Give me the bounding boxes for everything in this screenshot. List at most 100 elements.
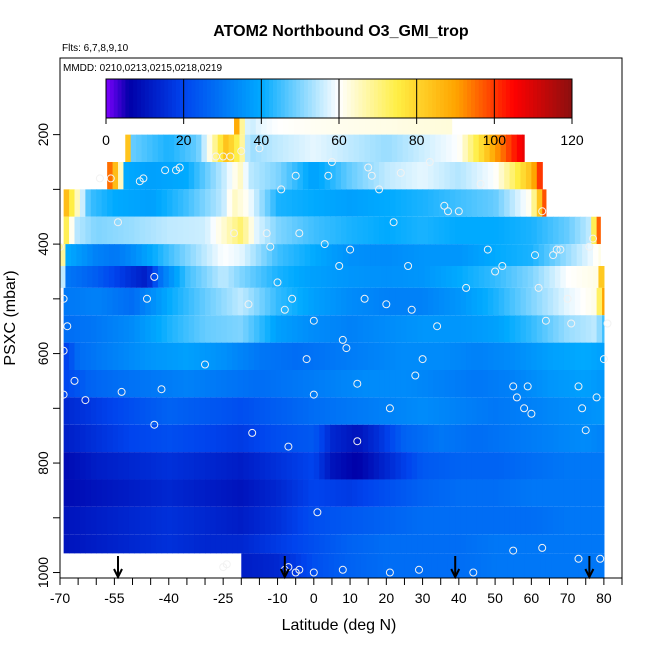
heat-cell bbox=[118, 534, 125, 554]
heat-cell bbox=[389, 506, 396, 535]
heat-cell bbox=[542, 424, 549, 453]
heat-cell bbox=[493, 216, 500, 245]
heat-cell bbox=[139, 506, 146, 535]
heat-cell bbox=[455, 424, 462, 453]
heat-cell bbox=[389, 534, 396, 554]
heat-cell bbox=[509, 342, 516, 370]
heat-cell bbox=[422, 506, 429, 535]
heat-cell bbox=[380, 134, 387, 162]
heat-cell bbox=[107, 315, 114, 343]
heat-cell bbox=[554, 266, 561, 288]
heat-cell bbox=[315, 134, 322, 162]
heat-cell bbox=[330, 424, 337, 453]
heat-cell bbox=[161, 506, 168, 535]
heat-cell bbox=[125, 266, 132, 288]
heat-cell bbox=[351, 452, 358, 480]
heat-cell bbox=[511, 244, 518, 266]
data-point bbox=[95, 174, 104, 183]
data-point bbox=[139, 174, 148, 183]
heat-cell bbox=[449, 479, 456, 507]
data-point bbox=[324, 171, 333, 180]
data-point bbox=[418, 355, 427, 364]
heat-cell bbox=[379, 479, 386, 507]
heat-cell bbox=[587, 266, 594, 288]
heat-cell bbox=[321, 134, 328, 162]
heat-cell bbox=[476, 370, 484, 398]
colorbar-segment bbox=[474, 79, 480, 118]
heat-cell bbox=[331, 266, 338, 288]
heat-cell bbox=[571, 266, 578, 288]
heat-cell bbox=[118, 315, 125, 343]
heat-cell bbox=[286, 534, 293, 554]
heat-cell bbox=[580, 287, 587, 316]
colorbar-segment bbox=[222, 79, 227, 118]
heat-cell bbox=[384, 216, 391, 245]
heat-cell bbox=[558, 287, 565, 316]
heat-cell bbox=[424, 266, 431, 288]
heat-cell bbox=[516, 134, 523, 162]
colorbar-segment bbox=[529, 79, 534, 118]
heat-cell bbox=[466, 370, 473, 398]
heat-cell bbox=[166, 534, 173, 554]
heat-cell bbox=[515, 189, 522, 217]
heat-cell bbox=[438, 479, 445, 507]
heat-cell bbox=[286, 370, 293, 398]
heat-cell bbox=[69, 315, 76, 343]
x-tick-label: 50 bbox=[487, 590, 503, 606]
heat-cell bbox=[598, 266, 605, 288]
colorbar-segment bbox=[172, 79, 177, 118]
heat-cell bbox=[602, 534, 605, 554]
heat-cell bbox=[210, 287, 217, 316]
heat-cell bbox=[188, 315, 195, 343]
heat-cell bbox=[449, 287, 456, 316]
heat-cell bbox=[270, 397, 277, 425]
heat-cell bbox=[466, 534, 473, 554]
heat-cell bbox=[319, 287, 326, 316]
heat-cell bbox=[128, 397, 135, 425]
heat-cell bbox=[313, 216, 320, 245]
heat-cell bbox=[275, 506, 282, 535]
heat-cell bbox=[185, 134, 192, 162]
heat-cell bbox=[188, 479, 195, 507]
x-tick-label: 80 bbox=[596, 590, 612, 606]
heat-cell bbox=[386, 134, 393, 162]
heat-cell bbox=[458, 553, 465, 578]
heat-cell bbox=[226, 216, 233, 245]
heat-cell bbox=[525, 534, 532, 554]
heat-cell bbox=[237, 452, 244, 480]
heat-cell bbox=[264, 534, 271, 554]
heat-cell bbox=[348, 112, 355, 135]
heat-cell bbox=[147, 266, 154, 288]
heat-cell bbox=[253, 189, 261, 217]
heat-cell bbox=[342, 134, 349, 162]
colorbar-tick-label: 60 bbox=[331, 132, 347, 148]
heat-cell bbox=[172, 424, 179, 453]
heat-cell bbox=[460, 370, 467, 398]
heat-cell bbox=[221, 479, 228, 507]
colorbar-segment bbox=[389, 79, 394, 118]
heat-cell bbox=[370, 134, 377, 162]
data-point bbox=[150, 420, 159, 429]
heat-cell bbox=[509, 315, 516, 343]
heat-cell bbox=[85, 424, 92, 453]
heat-cell bbox=[215, 342, 222, 370]
heat-cell bbox=[281, 162, 288, 190]
heat-cell bbox=[145, 162, 152, 190]
heat-cell bbox=[569, 370, 576, 398]
heat-cell bbox=[108, 244, 115, 266]
colorbar-segment bbox=[129, 79, 134, 118]
heat-cell bbox=[310, 244, 317, 266]
heat-cell bbox=[411, 479, 418, 507]
data-point bbox=[226, 152, 235, 161]
heat-cell bbox=[118, 342, 125, 370]
heat-cell bbox=[411, 342, 418, 370]
heat-cell bbox=[322, 553, 329, 578]
heat-cell bbox=[134, 287, 141, 316]
heat-cell bbox=[509, 189, 516, 217]
heat-cell bbox=[373, 397, 380, 425]
heat-cell bbox=[65, 266, 72, 288]
heat-cell bbox=[553, 397, 560, 425]
heat-cell bbox=[402, 134, 409, 162]
colorbar-segment bbox=[544, 79, 550, 118]
heat-cell bbox=[243, 189, 250, 217]
